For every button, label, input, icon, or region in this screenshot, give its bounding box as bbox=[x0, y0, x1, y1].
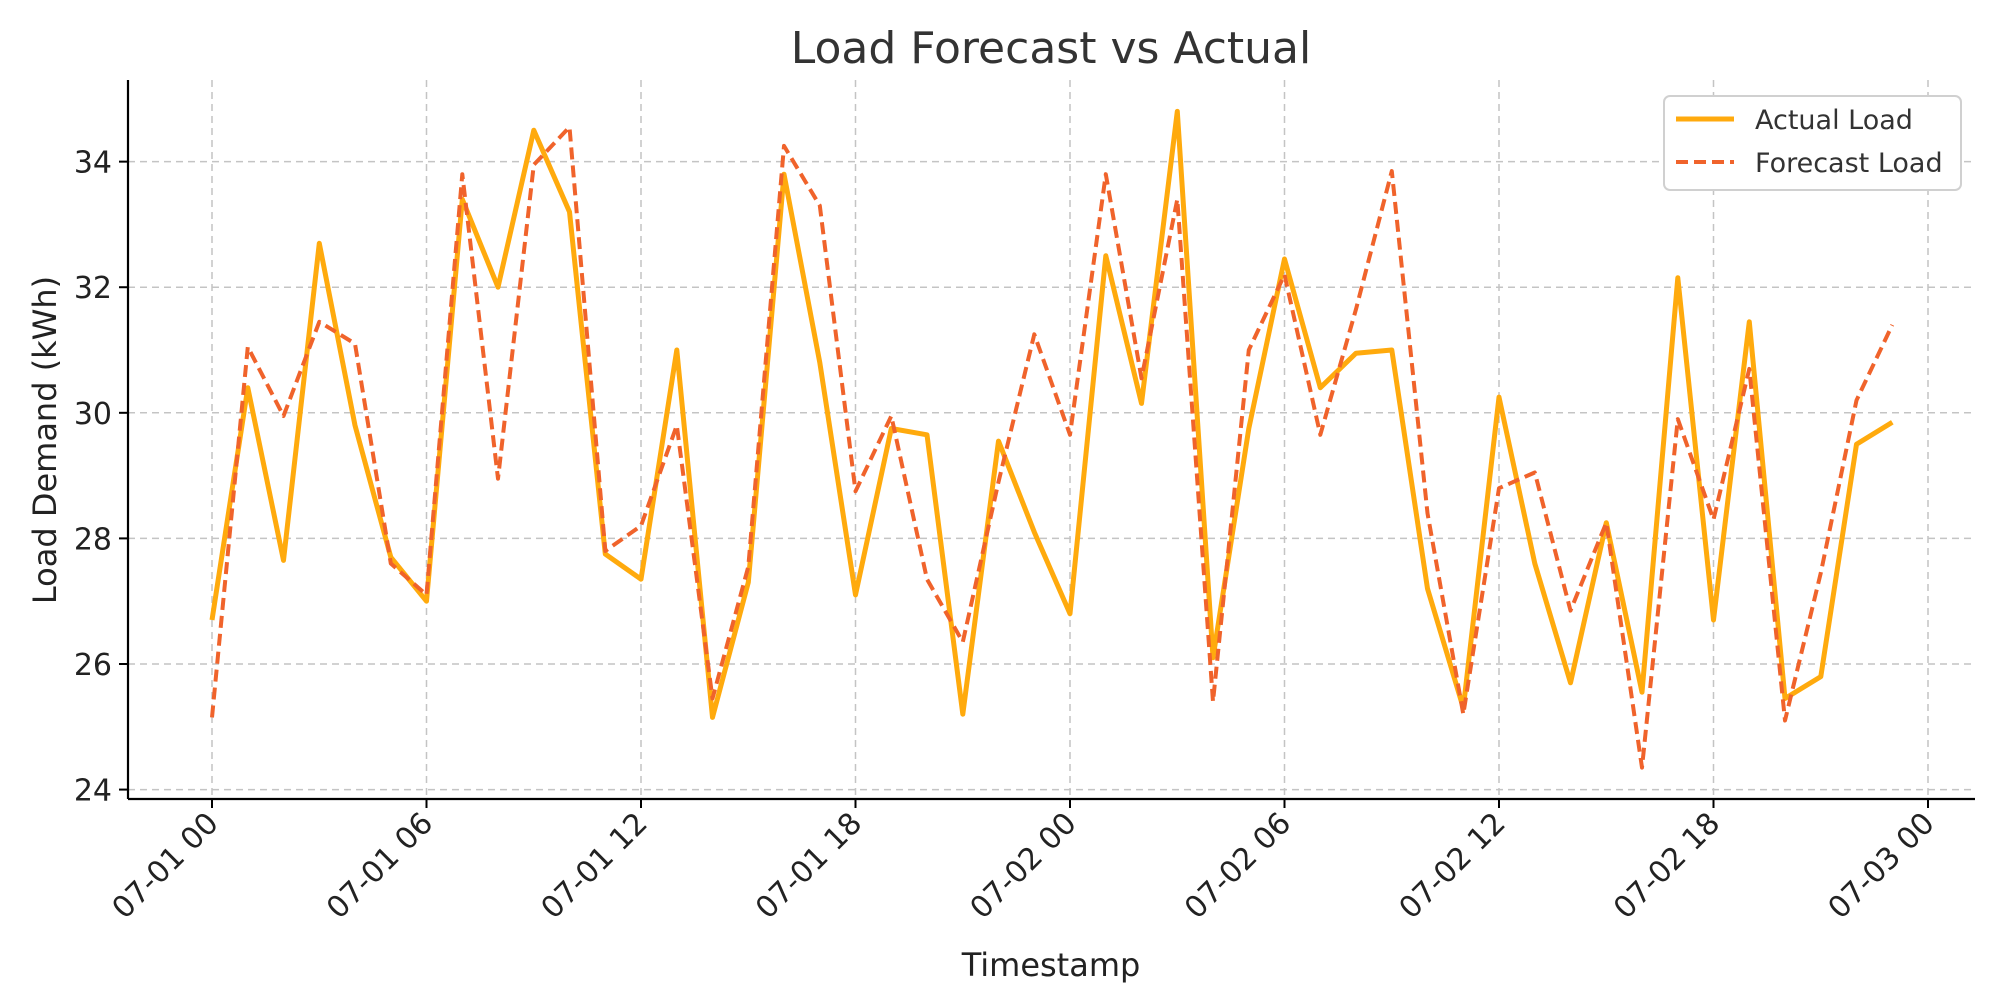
y-tick-label: 24 bbox=[74, 774, 112, 809]
legend-label-actual: Actual Load bbox=[1755, 105, 1913, 136]
y-tick-label: 28 bbox=[74, 522, 112, 557]
x-tick-label: 07-01 12 bbox=[535, 806, 655, 926]
y-tick-label: 30 bbox=[74, 397, 112, 432]
y-tick-label: 26 bbox=[74, 648, 112, 683]
y-ticks: 24 26 28 30 32 34 bbox=[74, 146, 128, 809]
forecast-load-line bbox=[210, 125, 1895, 770]
y-axis-label: Load Demand (kWh) bbox=[26, 276, 64, 604]
y-tick-label: 32 bbox=[74, 271, 112, 306]
y-tick-label: 34 bbox=[74, 146, 112, 181]
x-tick-label: 07-01 06 bbox=[320, 806, 440, 926]
actual-load-line bbox=[209, 108, 1894, 720]
x-tick-label: 07-01 18 bbox=[749, 806, 869, 926]
x-ticks: 07-01 00 07-01 06 07-01 12 07-01 18 07-02 00… bbox=[106, 799, 1942, 926]
x-axis-label: Timestamp bbox=[961, 946, 1141, 984]
series-layer bbox=[209, 108, 1895, 770]
legend-label-forecast: Forecast Load bbox=[1755, 148, 1943, 179]
legend: Actual Load Forecast Load bbox=[1663, 95, 1962, 191]
axes bbox=[126, 80, 1975, 801]
x-tick-label: 07-02 06 bbox=[1178, 806, 1298, 926]
x-tick-label: 07-02 00 bbox=[964, 806, 1084, 926]
legend-box bbox=[1663, 95, 1962, 191]
chart-title: Load Forecast vs Actual bbox=[791, 23, 1312, 74]
x-tick-label: 07-02 12 bbox=[1393, 806, 1513, 926]
x-tick-label: 07-01 00 bbox=[106, 806, 226, 926]
x-tick-label: 07-02 18 bbox=[1607, 806, 1727, 926]
x-tick-label: 07-03 00 bbox=[1822, 806, 1942, 926]
